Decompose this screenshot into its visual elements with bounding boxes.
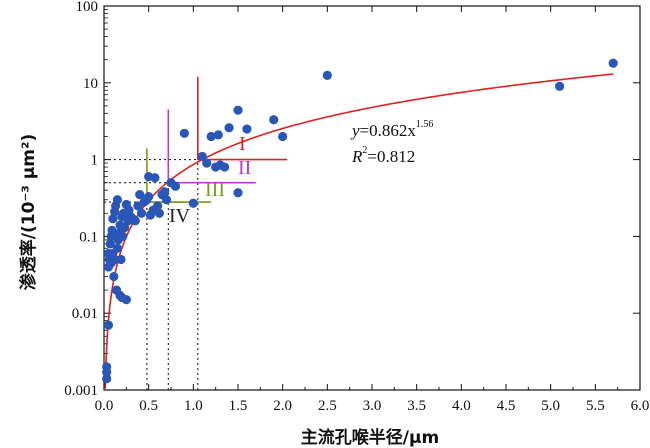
x-tick-label: 5.5	[586, 398, 605, 414]
x-tick-label: 1.0	[184, 398, 203, 414]
data-point	[112, 243, 122, 253]
eq-exponent: 1.56	[416, 119, 434, 130]
data-point	[233, 105, 243, 115]
data-point	[102, 362, 112, 372]
x-tick-label: 2.0	[273, 398, 292, 414]
data-point	[555, 81, 565, 91]
data-point	[161, 195, 172, 205]
x-tick-label: 6.0	[631, 398, 650, 414]
fit-equation: y=0.862x1.56	[350, 119, 433, 140]
x-tick-labels: 0.0 0.5 1.0 1.5 2.0 2.5 3.0 3.5 4.0 4.5 5.0 5.5 6.0	[95, 398, 650, 414]
x-tick-label: 3.0	[363, 398, 382, 414]
x-tick-label: 4.5	[497, 398, 516, 414]
class-label-iii: III	[205, 179, 225, 201]
y-tick-label: 1	[91, 153, 99, 169]
data-point	[107, 225, 117, 235]
data-point	[269, 115, 279, 125]
x-tick-label: 0.5	[139, 398, 158, 414]
data-point	[121, 295, 131, 305]
y-tick-label: 100	[76, 0, 99, 15]
r-exp: 2	[362, 145, 367, 156]
data-point	[188, 198, 198, 208]
data-point	[206, 131, 216, 142]
data-point	[116, 254, 126, 265]
r-symbol: R	[351, 147, 363, 166]
axis-ticks	[103, 5, 641, 391]
data-point	[197, 151, 207, 162]
data-point	[224, 123, 234, 133]
x-tick-label: 0.0	[95, 398, 114, 414]
data-point	[278, 131, 288, 142]
data-point	[102, 374, 112, 384]
data-point	[130, 216, 140, 226]
x-tick-label: 2.5	[318, 398, 337, 414]
class-label-iv: IV	[169, 205, 191, 227]
y-tick-label: 10	[83, 76, 98, 92]
data-point	[160, 187, 170, 197]
data-point	[136, 208, 147, 218]
data-point	[112, 195, 122, 205]
data-point	[105, 239, 115, 249]
eq-y: y	[350, 121, 360, 140]
data-point	[119, 223, 130, 233]
data-point	[118, 231, 128, 241]
x-tick-label: 5.0	[541, 398, 560, 414]
class-label-i: I	[239, 133, 246, 155]
data-point	[242, 124, 252, 134]
plot-frame	[103, 5, 641, 391]
data-point	[170, 181, 181, 191]
data-point	[213, 130, 223, 140]
x-axis-title: 主流孔喉半径/μm	[301, 427, 439, 448]
data-point	[322, 70, 332, 80]
y-tick-label: 0.001	[64, 383, 98, 399]
y-axis-title: 渗透率/(10⁻³ μm²)	[18, 134, 39, 290]
data-point	[608, 58, 618, 68]
data-point	[154, 208, 164, 218]
data-points	[102, 58, 618, 384]
data-point	[179, 128, 189, 138]
x-tick-label: 1.5	[229, 398, 248, 414]
data-point	[150, 173, 160, 183]
x-tick-label: 4.0	[452, 398, 471, 414]
data-point	[233, 188, 243, 198]
r-value: =0.812	[367, 147, 415, 166]
data-point	[135, 190, 145, 200]
plot-border	[103, 5, 641, 391]
guide-lines	[104, 76, 288, 390]
data-point	[144, 191, 154, 202]
y-tick-labels: 0.001 0.01 0.1 1 10 100	[64, 0, 98, 399]
eq-rest: =0.862x	[360, 121, 417, 140]
data-point	[153, 201, 163, 211]
data-point	[108, 214, 118, 224]
y-tick-label: 0.1	[79, 229, 98, 245]
x-tick-label: 3.5	[407, 398, 426, 414]
y-tick-label: 0.01	[72, 306, 98, 322]
class-label-ii: II	[238, 157, 251, 179]
data-point	[103, 320, 114, 330]
data-point	[202, 158, 212, 168]
r-squared: R2=0.812	[351, 145, 415, 166]
data-point	[109, 271, 119, 282]
data-point	[220, 162, 230, 172]
